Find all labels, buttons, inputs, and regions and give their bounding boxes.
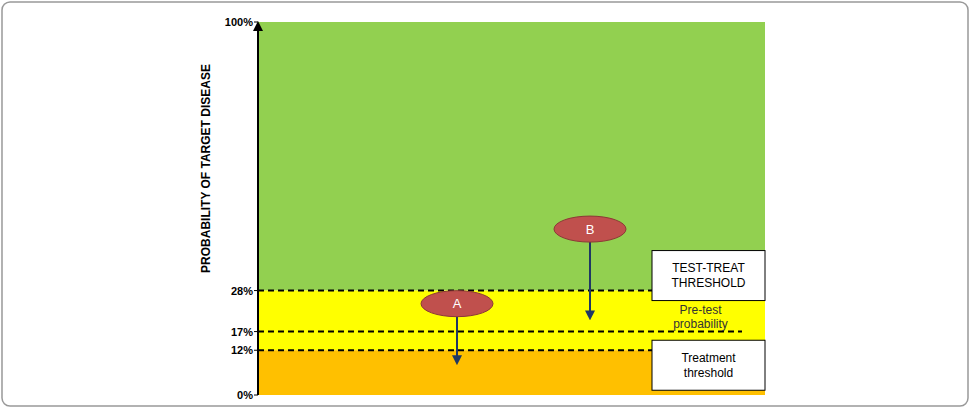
threshold-label: Pre-testprobability	[673, 303, 728, 331]
chart-svg: TEST-TREATTHRESHOLD Pre-testprobability Tr…	[0, 0, 970, 408]
threshold-label: TEST-TREATTHRESHOLD	[671, 261, 745, 290]
arrow-label: B	[586, 222, 595, 237]
plot-area	[258, 22, 765, 395]
label-line: THRESHOLD	[671, 276, 745, 290]
arrow-label: A	[453, 296, 462, 311]
label-line: probability	[673, 317, 728, 331]
y-tick	[254, 331, 258, 332]
y-axis-line	[257, 26, 259, 395]
label-line: Treatment	[681, 351, 736, 365]
arrows: AB	[421, 216, 626, 360]
y-tick-label: 17%	[231, 326, 253, 338]
threshold-line	[258, 349, 652, 351]
threshold-box	[652, 340, 765, 390]
y-tick-label: 28%	[231, 285, 253, 297]
y-tick-label: 100%	[225, 16, 253, 28]
arrow-oval	[421, 291, 493, 317]
threshold-line	[258, 331, 742, 333]
arrow	[456, 317, 458, 360]
threshold-label: Treatmentthreshold	[681, 351, 736, 380]
y-tick	[254, 290, 258, 291]
y-axis: 0% 12% 17% 28% 100% PROBABILITY OF TARGET DIS…	[199, 16, 258, 401]
label-line: threshold	[684, 366, 733, 380]
y-tick	[254, 395, 258, 396]
y-tick	[254, 22, 258, 23]
arrow-oval	[554, 216, 626, 242]
arrow	[589, 242, 591, 315]
threshold-box	[652, 251, 765, 301]
chart-container: TEST-TREATTHRESHOLD Pre-testprobability Tr…	[0, 0, 970, 408]
y-axis-label: PROBABILITY OF TARGET DISEASE	[199, 64, 213, 273]
frame	[2, 2, 968, 406]
y-tick-label: 12%	[231, 344, 253, 356]
y-tick-label: 0%	[237, 389, 253, 401]
threshold-labels: TEST-TREATTHRESHOLD Pre-testprobability Tr…	[652, 251, 765, 391]
label-line: Pre-test	[679, 303, 722, 317]
label-line: TEST-TREAT	[672, 261, 745, 275]
y-tick	[254, 350, 258, 351]
